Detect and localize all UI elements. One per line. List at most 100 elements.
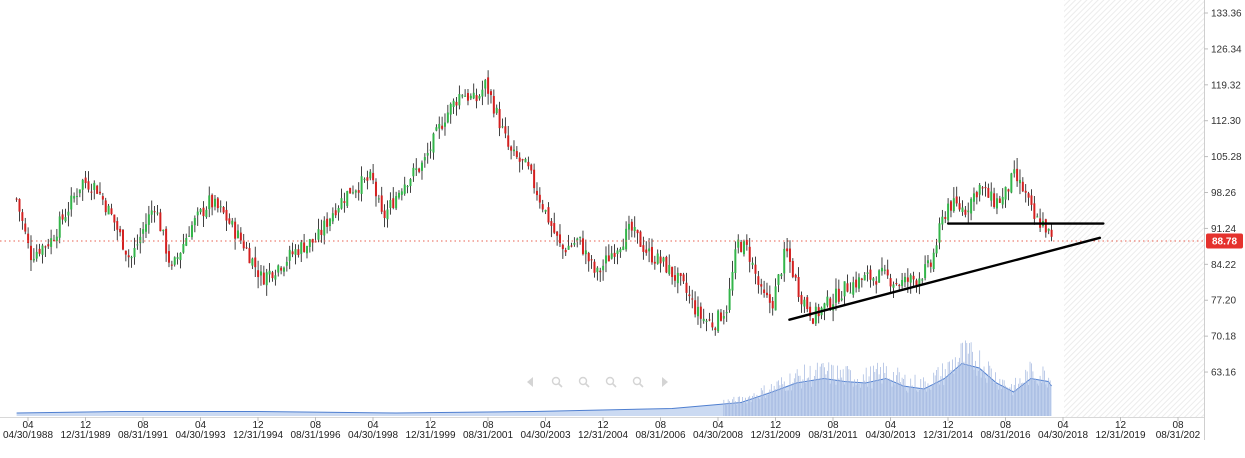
overlay-layer <box>0 222 1204 321</box>
scroll-left-icon[interactable] <box>527 377 533 387</box>
candle-body <box>722 315 725 319</box>
x-tick-label-bottom: 12/31/2019 <box>1095 430 1145 441</box>
candle-body <box>489 91 492 96</box>
candle-body <box>147 214 150 225</box>
candle-body <box>737 239 740 248</box>
candle-body <box>538 194 541 203</box>
candle-body <box>883 269 886 271</box>
candle-body <box>518 157 521 162</box>
x-tick-label-top: 08 <box>827 420 839 431</box>
candle-body <box>751 262 754 265</box>
x-tick-label-bottom: 12/31/1999 <box>405 430 455 441</box>
candle-body <box>748 246 751 262</box>
support-trendline[interactable] <box>788 236 1102 321</box>
y-tick-label: 112.30 <box>1211 116 1241 127</box>
candle-body <box>843 281 846 297</box>
candle-body <box>889 278 892 287</box>
candle-body <box>607 255 610 262</box>
candle-body <box>846 283 849 292</box>
candle-body <box>98 191 101 194</box>
candle-body <box>225 209 228 221</box>
candle-body <box>165 228 168 254</box>
candle-body <box>811 318 814 324</box>
candle-body <box>978 185 981 195</box>
candle-body <box>625 228 628 250</box>
candle-body <box>1036 216 1039 218</box>
candle-body <box>734 249 737 274</box>
candle-body <box>351 192 354 194</box>
candle-body <box>1033 203 1036 219</box>
zoom-reset-icon[interactable] <box>578 376 590 388</box>
zoom-fit-icon[interactable] <box>632 376 644 388</box>
candle-body <box>389 200 392 208</box>
candle-body <box>961 207 964 213</box>
candle-body <box>133 247 136 258</box>
candle-body <box>29 245 32 261</box>
y-tick-label: 105.28 <box>1211 152 1242 163</box>
candle-body <box>533 169 536 189</box>
candle-body <box>987 187 990 198</box>
candle-body <box>406 186 409 188</box>
candle-body <box>208 195 211 210</box>
candle-body <box>61 214 64 220</box>
candle-body <box>449 103 452 115</box>
candle-body <box>903 276 906 283</box>
volume-layer <box>16 340 1052 416</box>
candle-body <box>1013 169 1016 174</box>
future-area <box>1064 0 1204 417</box>
candle-body <box>403 184 406 194</box>
candle-body <box>507 135 510 147</box>
candle-body <box>590 259 593 261</box>
y-tick-label: 84.22 <box>1211 260 1236 271</box>
y-tick-label: 63.16 <box>1211 368 1236 379</box>
candle-body <box>587 252 590 262</box>
candle-body <box>662 257 665 262</box>
candle-body <box>1027 193 1030 198</box>
candle-body <box>561 244 564 250</box>
candle-body <box>556 231 559 236</box>
candle-body <box>441 125 444 129</box>
candle-body <box>740 241 743 252</box>
candle-body <box>167 251 170 263</box>
candle-body <box>510 146 513 151</box>
candle-body <box>24 223 27 232</box>
scroll-right-icon[interactable] <box>662 377 668 387</box>
x-tick-label-top: 04 <box>367 420 379 431</box>
candle-body <box>837 288 840 302</box>
candle-body <box>277 265 280 273</box>
candle-body <box>886 269 889 276</box>
candle-body <box>627 223 630 230</box>
x-tick-label-bottom: 08/31/2006 <box>635 430 685 441</box>
candle-body <box>794 274 797 278</box>
candle-body <box>866 272 869 274</box>
candle-body <box>504 126 507 134</box>
candle-body <box>668 264 671 275</box>
candle-body <box>602 265 605 271</box>
candle-body <box>826 296 829 306</box>
candle-body <box>346 190 349 206</box>
candle-body <box>190 225 193 238</box>
candle-body <box>875 281 878 285</box>
candle-body <box>446 112 449 123</box>
candle-body <box>162 229 165 232</box>
x-tick-label-bottom: 12/31/1989 <box>60 430 110 441</box>
zoom-in-icon[interactable] <box>551 376 563 388</box>
candle-body <box>921 279 924 281</box>
candle-body <box>665 256 668 273</box>
candle-body <box>567 245 570 250</box>
candle-body <box>374 181 377 197</box>
candle-body <box>653 261 656 264</box>
candle-body <box>170 264 173 266</box>
candle-body <box>173 257 176 265</box>
x-tick-label-bottom: 04/30/2013 <box>865 430 915 441</box>
candle-body <box>581 238 584 255</box>
candle-body <box>305 245 308 254</box>
candle-body <box>524 158 527 163</box>
candle-body <box>222 207 225 213</box>
zoom-out-icon[interactable] <box>605 376 617 388</box>
candle-body <box>639 231 642 247</box>
candle-body <box>438 123 441 129</box>
candle-body <box>75 195 78 197</box>
x-tick-label-top: 04 <box>195 420 207 431</box>
